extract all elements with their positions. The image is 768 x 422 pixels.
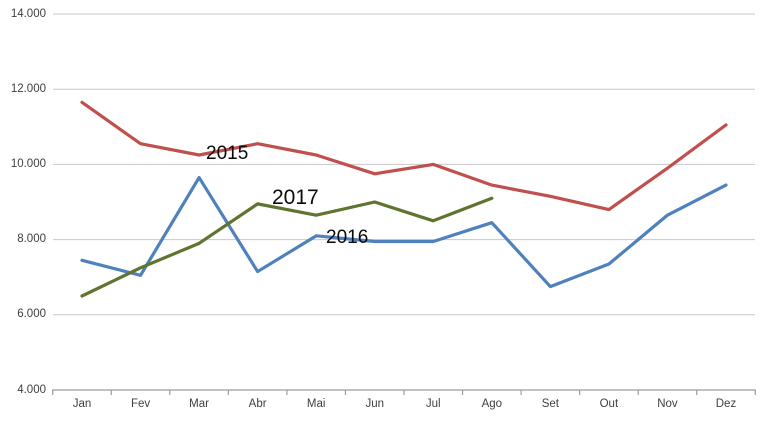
x-tick-label-jan: Jan (72, 398, 92, 410)
x-tick-label-nov: Nov (657, 398, 678, 410)
x-tick-label-fev: Fev (130, 398, 151, 410)
y-tick-label: 6.000 (17, 308, 46, 321)
x-tick-label-jul: Jul (425, 398, 441, 410)
y-tick-label: 12.000 (10, 82, 46, 95)
series-label-2017: 2017 (272, 186, 319, 209)
x-tick-label-ago: Ago (481, 398, 503, 410)
x-tick-label-mar: Mar (189, 398, 209, 410)
series-label-2016: 2016 (326, 227, 369, 248)
series-line-2016 (80, 175, 728, 289)
x-tick-label-out: Out (599, 398, 619, 410)
y-tick-label: 4.000 (17, 383, 46, 396)
x-tick-label-dez: Dez (715, 398, 737, 410)
x-tick-label-abr: Abr (248, 398, 267, 410)
x-tick-label-mai: Mai (306, 398, 326, 410)
y-tick-label: 8.000 (17, 233, 46, 246)
y-tick-label: 10.000 (10, 157, 46, 170)
series-line-2017 (80, 196, 494, 298)
series-line-2015 (80, 100, 728, 212)
y-tick-label: 14.000 (10, 7, 46, 20)
x-tick-label-jun: Jun (365, 398, 384, 410)
x-tick-label-set: Set (541, 398, 559, 410)
series-label-2015: 2015 (206, 143, 249, 164)
